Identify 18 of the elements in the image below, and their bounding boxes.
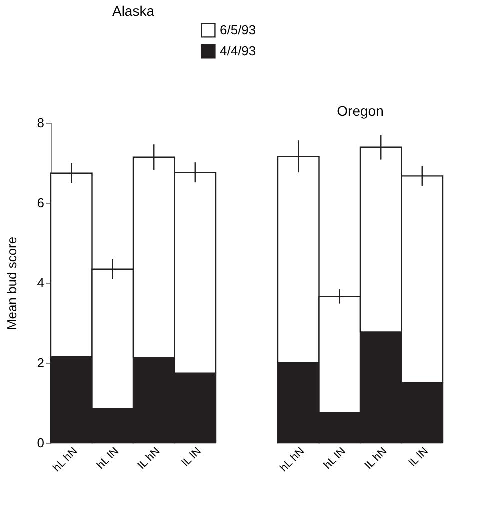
y-tick-label: 6 (37, 196, 44, 210)
x-tick-label: hL hN (278, 445, 308, 474)
y-axis-title: Mean bud score (4, 236, 20, 330)
y-tick-label: 0 (37, 436, 44, 450)
y-tick-label: 2 (37, 356, 44, 370)
legend-label: 6/5/93 (220, 22, 256, 38)
chart-title: Oregon (337, 103, 384, 119)
x-tick-label: lL lN (407, 445, 431, 470)
x-tick-label: hL hN (51, 445, 80, 474)
y-tick-label: 8 (37, 116, 44, 130)
x-tick-label: lL hN (136, 445, 163, 472)
chart-title: Alaska (112, 3, 155, 19)
x-tick-label: hL lN (322, 445, 348, 472)
x-tick-label: lL lN (180, 445, 204, 470)
legend-label: 4/4/93 (220, 44, 256, 58)
y-tick-label: 4 (37, 276, 44, 290)
x-tick-label: lL hN (363, 445, 390, 472)
x-tick-label: hL lN (95, 445, 122, 472)
